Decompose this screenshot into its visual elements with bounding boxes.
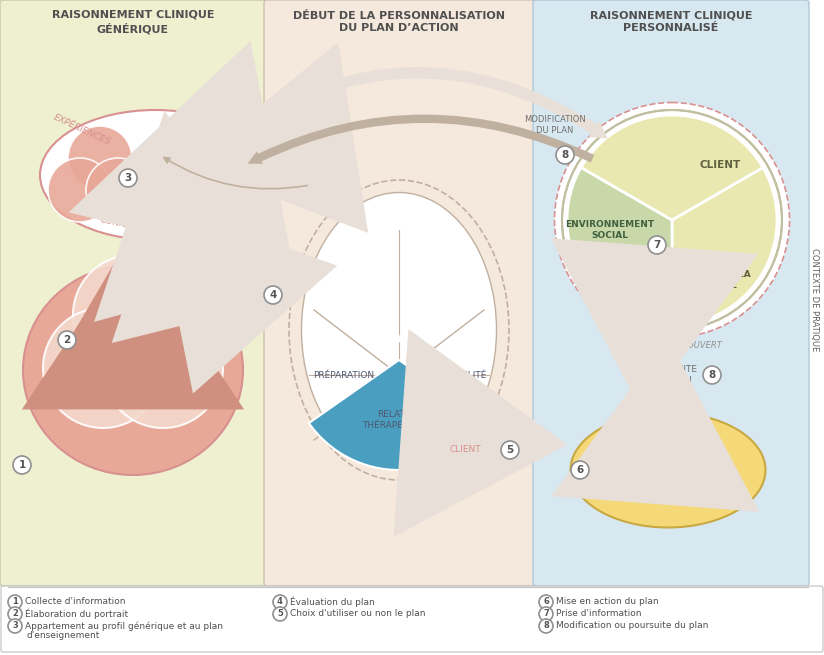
- Circle shape: [273, 607, 287, 621]
- Circle shape: [119, 169, 137, 187]
- Text: RAISONNEMENT CLINIQUE
GÉNÉRIQUE: RAISONNEMENT CLINIQUE GÉNÉRIQUE: [52, 10, 214, 34]
- Wedge shape: [672, 168, 777, 325]
- Circle shape: [562, 110, 782, 330]
- FancyBboxPatch shape: [264, 0, 535, 586]
- Text: 5: 5: [507, 445, 513, 455]
- Text: 6: 6: [543, 597, 549, 607]
- Text: MODIFICATION
DU PLAN: MODIFICATION DU PLAN: [524, 115, 586, 135]
- Text: RELATION
THÉRAPEUTIQUE: RELATION THÉRAPEUTIQUE: [362, 410, 436, 430]
- FancyBboxPatch shape: [0, 0, 266, 586]
- Text: PLAN: PLAN: [378, 333, 419, 347]
- FancyArrowPatch shape: [247, 115, 594, 164]
- Text: 7: 7: [653, 240, 661, 250]
- Text: 6: 6: [576, 465, 583, 475]
- Text: Évaluation du plan: Évaluation du plan: [290, 597, 375, 607]
- Circle shape: [648, 236, 666, 254]
- Text: 3: 3: [124, 173, 132, 183]
- Ellipse shape: [302, 193, 497, 468]
- Circle shape: [103, 308, 223, 428]
- Circle shape: [43, 308, 163, 428]
- Ellipse shape: [23, 265, 243, 475]
- Circle shape: [703, 366, 721, 384]
- FancyBboxPatch shape: [533, 0, 809, 586]
- Text: BANQUE DE
PLANS
(STRATÉGIES): BANQUE DE PLANS (STRATÉGIES): [168, 154, 242, 186]
- Circle shape: [264, 286, 282, 304]
- Ellipse shape: [431, 436, 499, 464]
- Text: RAISONNEMENT CLINIQUE
PERSONNALISÉ: RAISONNEMENT CLINIQUE PERSONNALISÉ: [590, 10, 752, 33]
- FancyArrowPatch shape: [224, 67, 608, 143]
- Text: TÂCHE: TÂCHE: [152, 370, 188, 380]
- Circle shape: [539, 607, 553, 621]
- Circle shape: [8, 619, 22, 633]
- Circle shape: [556, 146, 574, 164]
- Text: ENVIRONNEMENT
SOCIAL: ENVIRONNEMENT SOCIAL: [565, 220, 654, 240]
- Wedge shape: [581, 115, 763, 220]
- Text: EXPÉRIENCES: EXPÉRIENCES: [52, 113, 112, 147]
- Circle shape: [273, 595, 287, 609]
- Text: CLIENT: CLIENT: [112, 295, 153, 305]
- Circle shape: [8, 595, 22, 609]
- Text: RÉSULTAT DE LA
STRATÉGIE: RÉSULTAT DE LA STRATÉGIE: [669, 271, 751, 290]
- Text: 8: 8: [709, 370, 715, 380]
- Text: Choix d'utiliser ou non le plan: Choix d'utiliser ou non le plan: [290, 610, 425, 618]
- Circle shape: [68, 126, 132, 190]
- Text: DISPONIBILITÉ: DISPONIBILITÉ: [422, 371, 486, 379]
- Text: Prise d'information: Prise d'information: [556, 610, 642, 618]
- Text: Modification ou poursuite du plan: Modification ou poursuite du plan: [556, 622, 709, 631]
- Ellipse shape: [289, 180, 509, 480]
- Text: ENVIRON-
NEMENT: ENVIRON- NEMENT: [63, 365, 113, 384]
- Text: 2: 2: [12, 610, 18, 618]
- Wedge shape: [567, 168, 672, 325]
- FancyBboxPatch shape: [1, 586, 823, 652]
- Text: 1: 1: [12, 597, 18, 607]
- Text: 1: 1: [18, 460, 26, 470]
- Text: 3: 3: [12, 622, 18, 631]
- Text: 5: 5: [277, 610, 283, 618]
- Circle shape: [501, 441, 519, 459]
- Text: CONNAISSANCES: CONNAISSANCES: [99, 215, 177, 240]
- Text: Collecte d'information: Collecte d'information: [25, 597, 125, 607]
- Text: Élaboration du portrait: Élaboration du portrait: [25, 608, 128, 619]
- Circle shape: [571, 461, 589, 479]
- Text: CONTEXTE DE PRATIQUE: CONTEXTE DE PRATIQUE: [811, 248, 820, 352]
- Circle shape: [8, 607, 22, 621]
- Circle shape: [539, 619, 553, 633]
- Circle shape: [73, 255, 193, 375]
- Text: DÉBUT DE LA PERSONNALISATION
DU PLAN D’ACTION: DÉBUT DE LA PERSONNALISATION DU PLAN D’A…: [293, 10, 505, 33]
- Text: MISE EN
ACTION: MISE EN ACTION: [656, 455, 720, 485]
- Text: 7: 7: [543, 610, 549, 618]
- Text: CLIENT: CLIENT: [700, 160, 741, 170]
- Circle shape: [147, 112, 263, 228]
- Ellipse shape: [40, 110, 270, 240]
- Text: 2: 2: [63, 335, 71, 345]
- Ellipse shape: [570, 413, 765, 527]
- Text: CLIENT: CLIENT: [449, 445, 481, 455]
- Circle shape: [86, 158, 150, 222]
- Text: 4: 4: [277, 597, 283, 607]
- Text: Appartement au profil générique et au plan: Appartement au profil générique et au pl…: [25, 621, 223, 631]
- Circle shape: [48, 158, 112, 222]
- Text: d'enseignement: d'enseignement: [27, 631, 101, 641]
- Text: Mise en action du plan: Mise en action du plan: [556, 597, 658, 607]
- Circle shape: [539, 595, 553, 609]
- Text: POURSUITE
DU PLAN: POURSUITE DU PLAN: [647, 365, 697, 384]
- Circle shape: [58, 331, 76, 349]
- Text: 4: 4: [269, 290, 277, 300]
- Ellipse shape: [555, 102, 789, 337]
- Text: PRÉPARATION: PRÉPARATION: [313, 371, 375, 379]
- Circle shape: [13, 456, 31, 474]
- Text: 8: 8: [543, 622, 549, 631]
- Wedge shape: [309, 360, 489, 470]
- Text: 8: 8: [561, 150, 569, 160]
- Text: ÊTRE OUVERT: ÊTRE OUVERT: [662, 341, 722, 350]
